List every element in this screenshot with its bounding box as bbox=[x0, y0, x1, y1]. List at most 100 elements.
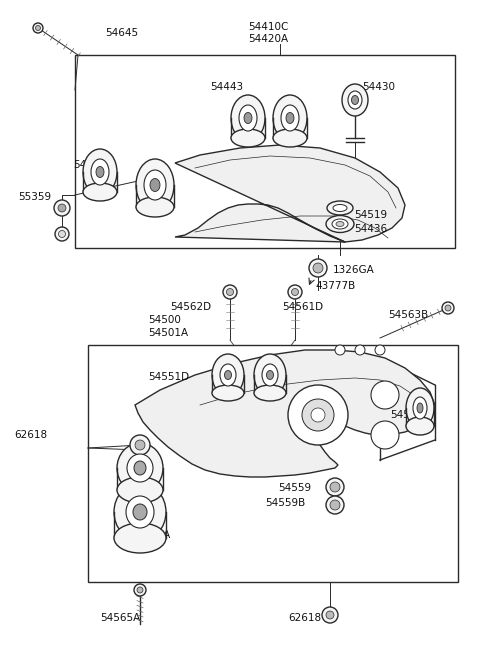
Circle shape bbox=[371, 421, 399, 449]
Ellipse shape bbox=[225, 371, 231, 379]
Circle shape bbox=[137, 587, 143, 593]
Circle shape bbox=[371, 381, 399, 409]
Polygon shape bbox=[175, 145, 405, 242]
Ellipse shape bbox=[83, 149, 117, 195]
Circle shape bbox=[227, 288, 233, 295]
Circle shape bbox=[55, 227, 69, 241]
Ellipse shape bbox=[333, 204, 347, 212]
Text: 54559B: 54559B bbox=[265, 498, 305, 508]
Text: 54551D: 54551D bbox=[148, 372, 189, 382]
Circle shape bbox=[375, 345, 385, 355]
Text: 54552: 54552 bbox=[390, 410, 423, 420]
Bar bbox=[75, 55, 455, 248]
Text: 54519: 54519 bbox=[354, 210, 387, 220]
Circle shape bbox=[326, 496, 344, 514]
Circle shape bbox=[58, 204, 66, 212]
Ellipse shape bbox=[91, 159, 109, 185]
Circle shape bbox=[442, 302, 454, 314]
Circle shape bbox=[288, 285, 302, 299]
Ellipse shape bbox=[144, 170, 166, 200]
Ellipse shape bbox=[231, 95, 265, 141]
Circle shape bbox=[302, 399, 334, 431]
Ellipse shape bbox=[286, 113, 294, 124]
Ellipse shape bbox=[114, 483, 166, 541]
Text: 54443: 54443 bbox=[210, 82, 243, 92]
Text: 54563B: 54563B bbox=[388, 310, 428, 320]
Text: 54559: 54559 bbox=[278, 483, 311, 493]
Ellipse shape bbox=[351, 96, 359, 105]
Text: 54436: 54436 bbox=[354, 224, 387, 234]
Text: 55359: 55359 bbox=[18, 192, 51, 202]
Text: 54430: 54430 bbox=[362, 82, 395, 92]
Text: 54584A: 54584A bbox=[130, 530, 170, 540]
Text: 54645: 54645 bbox=[105, 28, 138, 38]
Ellipse shape bbox=[231, 129, 265, 147]
Text: 1326GA: 1326GA bbox=[333, 265, 375, 275]
Ellipse shape bbox=[273, 129, 307, 147]
Circle shape bbox=[445, 305, 451, 311]
Ellipse shape bbox=[212, 385, 244, 401]
Ellipse shape bbox=[254, 354, 286, 396]
Circle shape bbox=[309, 259, 327, 277]
Polygon shape bbox=[135, 350, 435, 477]
Circle shape bbox=[135, 440, 145, 450]
Circle shape bbox=[330, 482, 340, 492]
Circle shape bbox=[322, 607, 338, 623]
Circle shape bbox=[33, 23, 43, 33]
Ellipse shape bbox=[126, 496, 154, 528]
Circle shape bbox=[59, 231, 65, 238]
Circle shape bbox=[311, 408, 325, 422]
Ellipse shape bbox=[136, 197, 174, 217]
Ellipse shape bbox=[136, 159, 174, 211]
Ellipse shape bbox=[413, 397, 427, 419]
Ellipse shape bbox=[326, 215, 354, 233]
Ellipse shape bbox=[239, 105, 257, 131]
Ellipse shape bbox=[83, 183, 117, 201]
Ellipse shape bbox=[336, 221, 344, 227]
Circle shape bbox=[326, 478, 344, 496]
Ellipse shape bbox=[114, 523, 166, 553]
Ellipse shape bbox=[244, 113, 252, 124]
Circle shape bbox=[330, 500, 340, 510]
Ellipse shape bbox=[262, 364, 278, 386]
Circle shape bbox=[54, 200, 70, 216]
Ellipse shape bbox=[127, 454, 153, 482]
Circle shape bbox=[291, 288, 299, 295]
Text: 54410C: 54410C bbox=[248, 22, 288, 32]
Text: 54500: 54500 bbox=[148, 315, 181, 325]
Text: 54562D: 54562D bbox=[170, 302, 211, 312]
Ellipse shape bbox=[150, 179, 160, 191]
Bar bbox=[88, 345, 458, 582]
Circle shape bbox=[335, 345, 345, 355]
Ellipse shape bbox=[332, 219, 348, 229]
Text: 54501A: 54501A bbox=[148, 328, 188, 338]
Circle shape bbox=[134, 584, 146, 596]
Text: 43777B: 43777B bbox=[315, 281, 355, 291]
Ellipse shape bbox=[406, 417, 434, 435]
Circle shape bbox=[288, 385, 348, 445]
Circle shape bbox=[313, 263, 323, 273]
Ellipse shape bbox=[417, 403, 423, 413]
Ellipse shape bbox=[117, 443, 163, 493]
Ellipse shape bbox=[327, 201, 353, 215]
Circle shape bbox=[36, 26, 40, 31]
Circle shape bbox=[355, 345, 365, 355]
Ellipse shape bbox=[220, 364, 236, 386]
Text: 54565A: 54565A bbox=[100, 613, 140, 623]
Ellipse shape bbox=[212, 354, 244, 396]
Circle shape bbox=[130, 435, 150, 455]
Ellipse shape bbox=[342, 84, 368, 116]
Text: 54561D: 54561D bbox=[282, 302, 323, 312]
Ellipse shape bbox=[348, 91, 362, 109]
Text: 62618: 62618 bbox=[288, 613, 321, 623]
Ellipse shape bbox=[266, 371, 274, 379]
Circle shape bbox=[223, 285, 237, 299]
Ellipse shape bbox=[254, 385, 286, 401]
Ellipse shape bbox=[117, 477, 163, 503]
Ellipse shape bbox=[406, 388, 434, 428]
Ellipse shape bbox=[273, 95, 307, 141]
Ellipse shape bbox=[133, 504, 147, 520]
Circle shape bbox=[326, 611, 334, 619]
Ellipse shape bbox=[134, 461, 146, 475]
Text: 54443: 54443 bbox=[73, 160, 106, 170]
